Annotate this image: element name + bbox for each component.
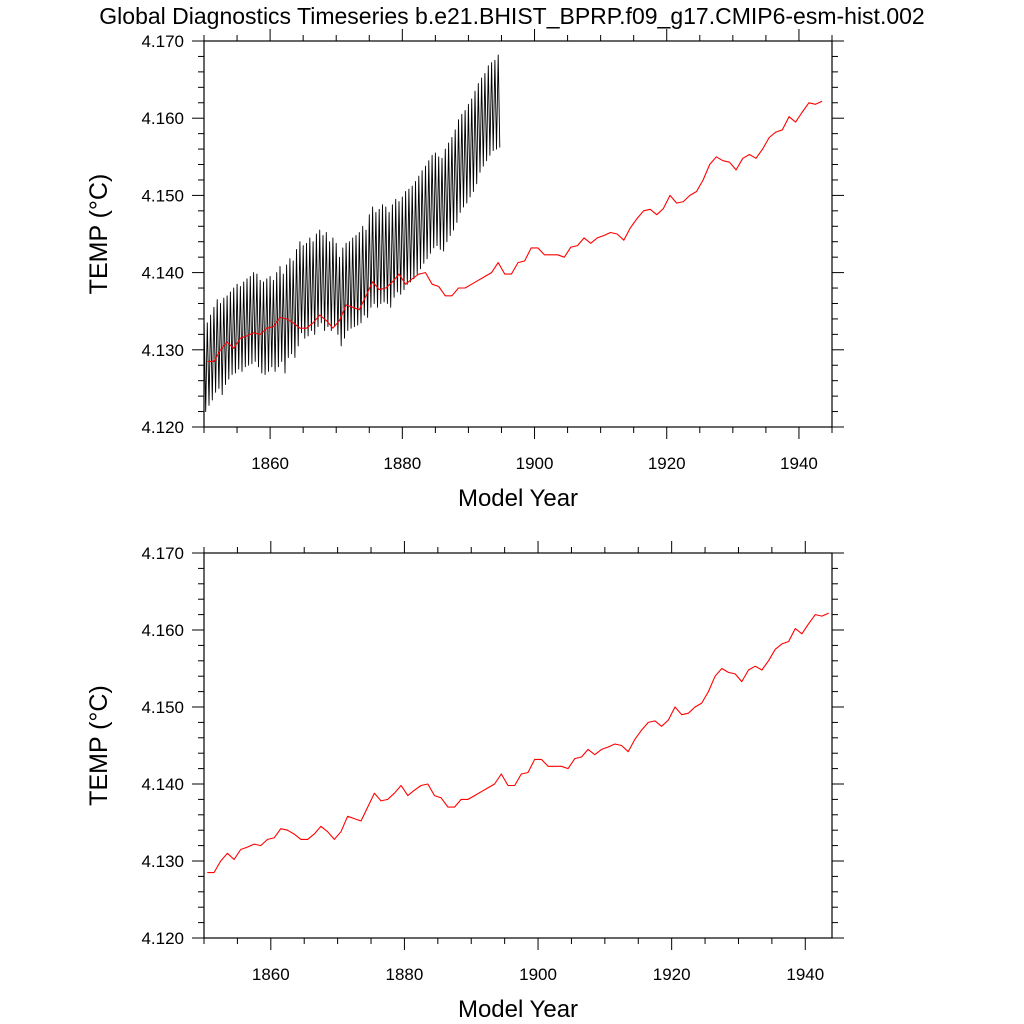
top-xtick-label: 1900 xyxy=(516,454,554,473)
bottom-xtick-label: 1920 xyxy=(653,965,691,984)
bottom-ytick-label: 4.160 xyxy=(141,621,184,640)
bottom-xtick-label: 1880 xyxy=(386,965,424,984)
top-ytick-label: 4.160 xyxy=(141,109,184,128)
top-ytick-label: 4.140 xyxy=(141,264,184,283)
top-monthly-series-line xyxy=(203,54,501,413)
bottom-ytick-label: 4.130 xyxy=(141,852,184,871)
top-x-axis-label: Model Year xyxy=(458,485,578,512)
top-ytick-label: 4.130 xyxy=(141,341,184,360)
bottom-ytick-label: 4.150 xyxy=(141,698,184,717)
top-xtick-label: 1880 xyxy=(383,454,421,473)
top-xtick-label: 1860 xyxy=(251,454,289,473)
top-xtick-label: 1940 xyxy=(780,454,818,473)
bottom-ytick-label: 4.170 xyxy=(141,544,184,563)
top-annual-series-line xyxy=(207,100,823,362)
top-ytick-label: 4.170 xyxy=(141,32,184,51)
bottom-xtick-label: 1940 xyxy=(786,965,824,984)
top-plot-frame xyxy=(203,40,833,428)
top-xtick-label: 1920 xyxy=(648,454,686,473)
top-panel: 4.120 4.130 4.140 4.150 4.160 4.170 1860 1880 19… xyxy=(85,29,844,512)
bottom-ytick-label: 4.120 xyxy=(141,929,184,948)
top-ytick-label: 4.120 xyxy=(141,418,184,437)
bottom-xtick-label: 1860 xyxy=(252,965,290,984)
bottom-plot-frame xyxy=(203,552,833,939)
bottom-xtick-label: 1900 xyxy=(519,965,557,984)
top-y-axis-label: TEMP (°C) xyxy=(85,174,113,295)
top-ytick-label: 4.150 xyxy=(141,186,184,205)
bottom-annual-series-line xyxy=(207,612,829,874)
bottom-panel: 4.120 4.130 4.140 4.150 4.160 4.170 1860 1880 19… xyxy=(85,541,844,1023)
bottom-x-axis-label: Model Year xyxy=(458,996,578,1023)
bottom-y-axis-label: TEMP (°C) xyxy=(85,685,113,806)
figure-title: Global Diagnostics Timeseries b.e21.BHIS… xyxy=(99,3,924,29)
bottom-ytick-label: 4.140 xyxy=(141,775,184,794)
